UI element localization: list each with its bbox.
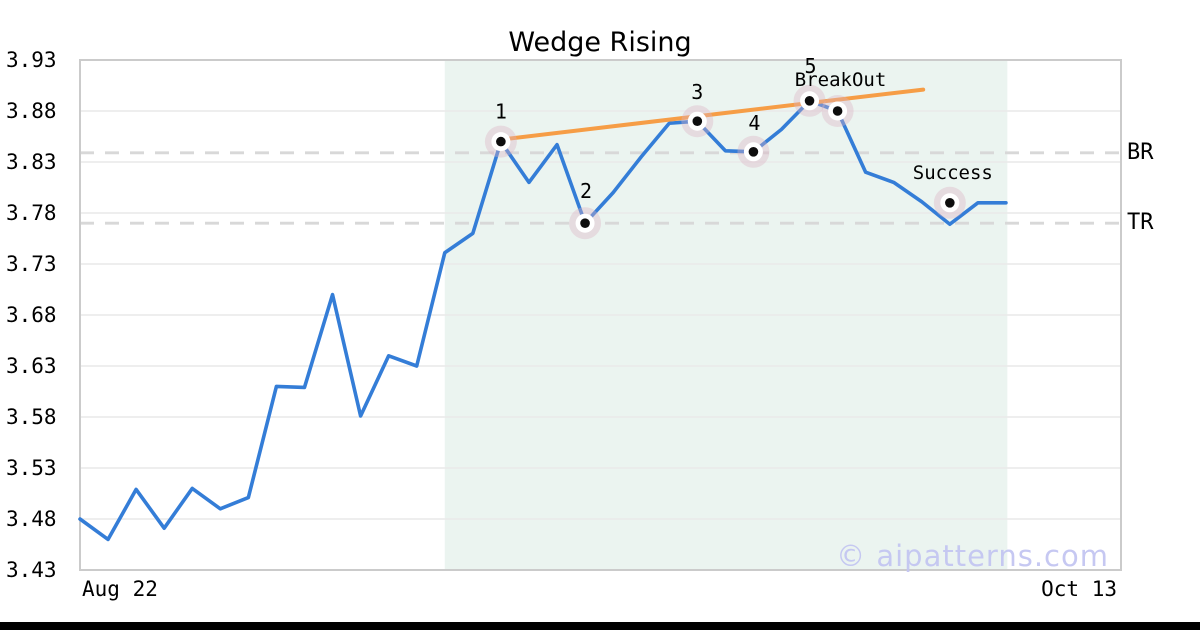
pattern-point-marker xyxy=(496,136,506,147)
chart-title: Wedge Rising xyxy=(508,27,692,58)
y-tick-label: 3.93 xyxy=(6,48,57,72)
pattern-point-label: 1 xyxy=(495,100,507,124)
pattern-point-label: 2 xyxy=(580,179,592,203)
y-tick-label: 3.78 xyxy=(6,201,57,225)
pattern-point-label: 4 xyxy=(748,111,760,135)
y-tick-label: 3.68 xyxy=(6,303,57,327)
x-tick-label-start: Aug 22 xyxy=(82,577,158,601)
y-tick-label: 3.88 xyxy=(6,99,57,123)
pattern-point-marker xyxy=(748,147,759,157)
watermark: © aipatterns.com xyxy=(836,539,1109,573)
plot-frame xyxy=(79,59,1122,571)
pattern-point-marker xyxy=(804,96,815,106)
price-line xyxy=(78,99,1008,542)
trendline xyxy=(498,87,926,142)
pattern-point-label: 3 xyxy=(691,80,703,104)
footer-bar xyxy=(0,622,1200,630)
y-tick-label: 3.83 xyxy=(6,150,57,174)
y-tick-label: 3.48 xyxy=(6,507,57,531)
pattern-point-marker xyxy=(945,198,955,208)
level-label-tr: TR xyxy=(1127,210,1154,236)
y-tick-label: 3.58 xyxy=(6,405,57,429)
pattern-point-marker xyxy=(692,116,703,126)
y-tick-label: 3.43 xyxy=(6,558,57,582)
pattern-point-label: Success xyxy=(913,162,993,184)
y-tick-label: 3.73 xyxy=(6,252,57,276)
x-tick-label-end: Oct 13 xyxy=(1041,577,1117,601)
pattern-point-marker xyxy=(580,218,590,228)
y-tick-label: 3.63 xyxy=(6,354,57,378)
pattern-point-label: 5 xyxy=(805,54,817,78)
y-tick-label: 3.53 xyxy=(6,456,57,480)
level-label-br: BR xyxy=(1127,139,1154,165)
pattern-point-marker xyxy=(832,106,843,116)
breakout-label: BreakOut xyxy=(795,69,887,91)
